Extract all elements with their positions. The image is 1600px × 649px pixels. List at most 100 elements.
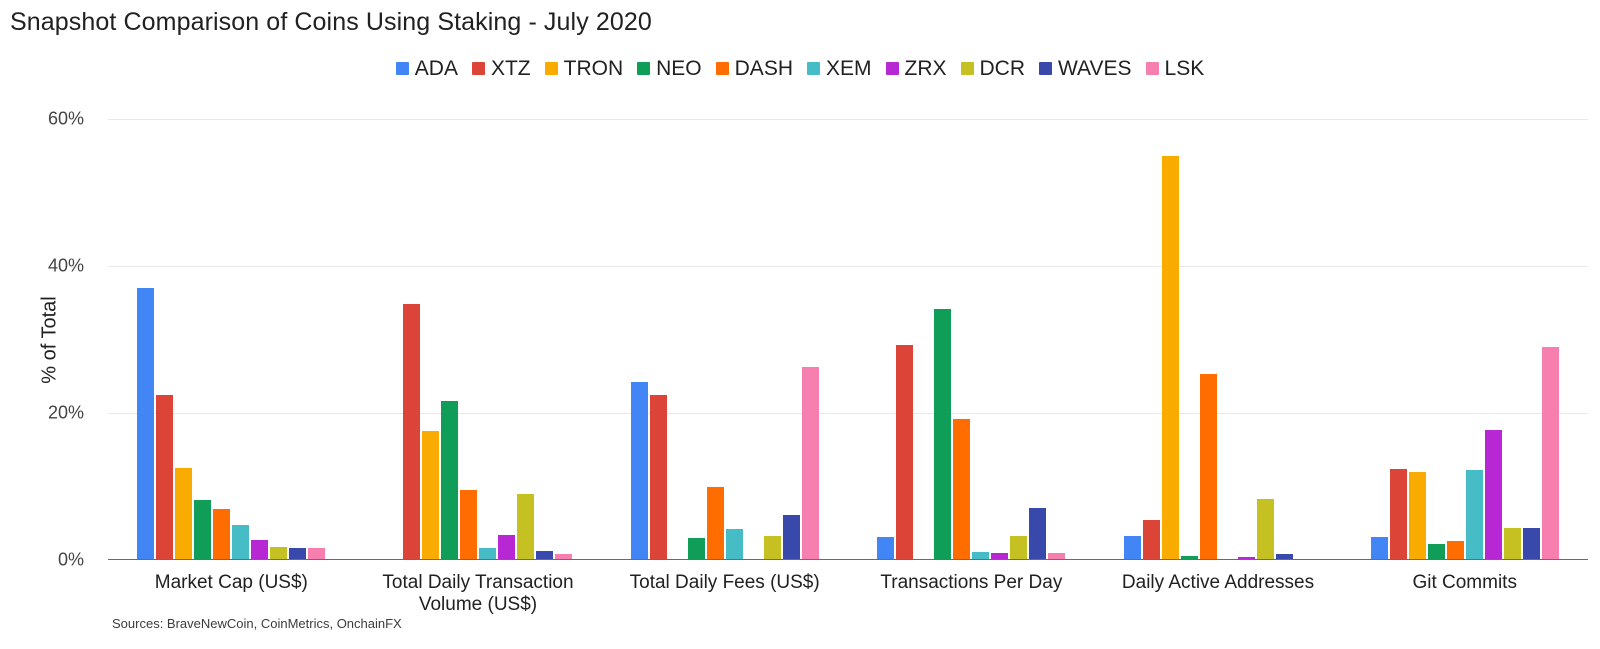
bar-neo[interactable] bbox=[1181, 555, 1199, 560]
bar-neo[interactable] bbox=[194, 499, 212, 560]
legend-swatch-icon bbox=[395, 62, 409, 75]
x-axis-group-label: Daily Active Addresses bbox=[1121, 572, 1315, 593]
legend-item-waves[interactable]: WAVES bbox=[1039, 58, 1132, 79]
sources-note: Sources: BraveNewCoin, CoinMetrics, Onch… bbox=[112, 616, 402, 631]
bar-dash[interactable] bbox=[953, 418, 971, 560]
bar-lsk[interactable] bbox=[801, 366, 819, 560]
legend-swatch-icon bbox=[471, 62, 485, 75]
legend-item-dash[interactable]: DASH bbox=[715, 58, 793, 79]
legend-swatch-icon bbox=[885, 62, 899, 75]
x-axis-line bbox=[108, 559, 1588, 560]
legend-item-label: XTZ bbox=[490, 57, 531, 80]
bar-set bbox=[877, 119, 1066, 560]
legend-item-label: NEO bbox=[656, 57, 702, 80]
bar-waves[interactable] bbox=[1522, 527, 1540, 560]
legend-item-lsk[interactable]: LSK bbox=[1145, 57, 1205, 80]
bar-dcr[interactable] bbox=[763, 535, 781, 560]
bar-ada[interactable] bbox=[137, 288, 155, 560]
bar-dash[interactable] bbox=[1200, 374, 1218, 560]
bar-dash[interactable] bbox=[213, 508, 231, 560]
bar-ada[interactable] bbox=[1124, 536, 1142, 560]
chart-legend: ADA XTZ TRON NEO DASH XEM ZRX DCR WAVES LSK bbox=[0, 58, 1600, 79]
bar-xtz[interactable] bbox=[403, 304, 420, 560]
bar-xtz[interactable] bbox=[156, 395, 174, 560]
legend-item-label: ZRX bbox=[904, 57, 947, 80]
legend-swatch-icon bbox=[807, 62, 820, 75]
bar-waves[interactable] bbox=[1029, 507, 1047, 560]
bar-dash[interactable] bbox=[1446, 540, 1464, 560]
bar-groups: Market Cap (US$) Total Daily Transaction … bbox=[108, 119, 1588, 615]
legend-item-dcr[interactable]: DCR bbox=[960, 57, 1026, 80]
bar-xem[interactable] bbox=[1465, 469, 1483, 560]
x-axis-group-label: Total Daily Transaction Volume (US$) bbox=[382, 572, 574, 616]
bar-xem[interactable] bbox=[232, 525, 250, 560]
bar-xtz[interactable] bbox=[1389, 468, 1407, 560]
bar-zrx[interactable] bbox=[991, 552, 1009, 560]
legend-item-xtz[interactable]: XTZ bbox=[471, 57, 531, 80]
legend-item-label: WAVES bbox=[1058, 57, 1132, 80]
legend-item-xem[interactable]: XEM bbox=[807, 58, 872, 79]
x-axis-group-label: Total Daily Fees (US$) bbox=[629, 572, 820, 593]
bar-dash[interactable] bbox=[460, 490, 477, 560]
bar-ada[interactable] bbox=[1370, 537, 1388, 560]
bar-zrx[interactable] bbox=[251, 540, 269, 560]
legend-item-ada[interactable]: ADA bbox=[395, 58, 458, 79]
bar-dcr[interactable] bbox=[270, 546, 288, 560]
legend-swatch-icon bbox=[1145, 62, 1159, 75]
bar-set bbox=[384, 119, 572, 560]
bar-lsk[interactable] bbox=[555, 554, 572, 560]
legend-item-tron[interactable]: TRON bbox=[544, 58, 623, 79]
bar-dcr[interactable] bbox=[1010, 536, 1028, 560]
bar-ada[interactable] bbox=[877, 537, 895, 560]
bar-group: Total Daily Transaction Volume (US$) bbox=[355, 119, 602, 615]
bar-waves[interactable] bbox=[289, 547, 307, 560]
legend-swatch-icon bbox=[1039, 62, 1053, 75]
legend-item-zrx[interactable]: ZRX bbox=[885, 57, 947, 80]
bar-waves[interactable] bbox=[1276, 554, 1294, 560]
bar-waves[interactable] bbox=[782, 515, 800, 560]
bar-set bbox=[630, 119, 819, 560]
legend-swatch-icon bbox=[637, 62, 651, 75]
bar-neo[interactable] bbox=[441, 401, 458, 560]
bar-waves[interactable] bbox=[536, 551, 553, 560]
gridline bbox=[108, 413, 1588, 414]
legend-item-label: XEM bbox=[826, 57, 872, 80]
gridline bbox=[108, 266, 1588, 267]
legend-item-neo[interactable]: NEO bbox=[637, 58, 702, 79]
bar-tron[interactable] bbox=[1162, 155, 1180, 560]
bar-dash[interactable] bbox=[706, 487, 724, 560]
bar-lsk[interactable] bbox=[1048, 553, 1066, 560]
x-axis-group-label: Transactions Per Day bbox=[880, 572, 1063, 593]
bar-tron[interactable] bbox=[175, 468, 193, 560]
bar-xtz[interactable] bbox=[896, 344, 914, 560]
legend-swatch-icon bbox=[544, 62, 558, 75]
bar-neo[interactable] bbox=[934, 308, 952, 560]
bar-xtz[interactable] bbox=[649, 394, 667, 560]
bar-xem[interactable] bbox=[725, 529, 743, 560]
bar-dcr[interactable] bbox=[1503, 527, 1521, 560]
bar-neo[interactable] bbox=[687, 537, 705, 560]
bar-xtz[interactable] bbox=[1143, 519, 1161, 560]
chart-title: Snapshot Comparison of Coins Using Staki… bbox=[10, 8, 652, 36]
bar-dcr[interactable] bbox=[1257, 499, 1275, 560]
bar-tron[interactable] bbox=[422, 430, 439, 560]
bar-xem[interactable] bbox=[972, 551, 990, 560]
bar-lsk[interactable] bbox=[1541, 346, 1559, 560]
bar-tron[interactable] bbox=[1408, 471, 1426, 560]
bar-group: Market Cap (US$) bbox=[108, 119, 355, 593]
bar-set bbox=[137, 119, 326, 560]
legend-swatch-icon bbox=[960, 62, 974, 75]
bar-zrx[interactable] bbox=[1238, 557, 1256, 560]
bar-dcr[interactable] bbox=[517, 493, 534, 560]
legend-item-label: DCR bbox=[979, 57, 1026, 80]
bar-xem[interactable] bbox=[479, 548, 496, 560]
y-axis-label: % of Total bbox=[38, 295, 61, 384]
bar-neo[interactable] bbox=[1427, 543, 1445, 560]
bar-lsk[interactable] bbox=[308, 548, 326, 560]
bar-zrx[interactable] bbox=[1484, 429, 1502, 560]
y-axis-tick-label: 40% bbox=[47, 255, 84, 276]
legend-item-label: LSK bbox=[1164, 57, 1205, 80]
bar-zrx[interactable] bbox=[498, 535, 515, 560]
bar-ada[interactable] bbox=[630, 382, 648, 560]
x-axis-group-label: Market Cap (US$) bbox=[154, 572, 308, 593]
